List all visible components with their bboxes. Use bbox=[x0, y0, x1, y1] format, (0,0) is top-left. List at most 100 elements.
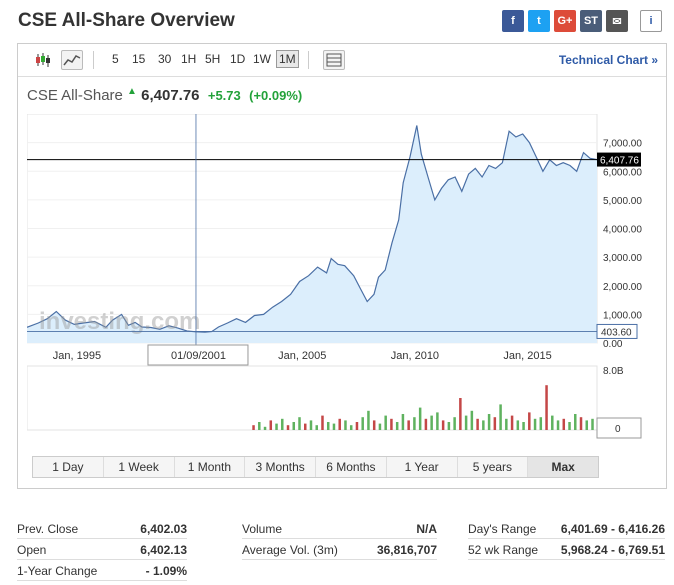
stat-value: 6,402.13 bbox=[140, 543, 187, 557]
info-icon[interactable]: i bbox=[640, 10, 662, 32]
stats-row: Day's Range 6,401.69 - 6,416.26 bbox=[468, 518, 665, 539]
y-tick-label: 4,000.00 bbox=[603, 225, 642, 236]
stats-column: Prev. Close 6,402.03 Open 6,402.13 1-Year Ch… bbox=[17, 518, 187, 581]
stat-value: 36,816,707 bbox=[376, 543, 437, 557]
volume-bar bbox=[436, 412, 439, 430]
volume-bar bbox=[505, 418, 508, 430]
range-1-week[interactable]: 1 Week bbox=[103, 457, 175, 477]
volume-bar bbox=[304, 423, 307, 430]
volume-bar bbox=[522, 422, 525, 430]
stocktwits-icon[interactable]: ST bbox=[580, 10, 602, 32]
timeframe-1h[interactable]: 1H bbox=[181, 52, 197, 66]
twitter-icon[interactable]: t bbox=[528, 10, 550, 32]
stats-column: Volume N/A Average Vol. (3m) 36,816,707 bbox=[242, 518, 437, 560]
range-6-months[interactable]: 6 Months bbox=[316, 457, 387, 477]
volume-bar bbox=[516, 420, 520, 430]
y-tick-label: 5,000.00 bbox=[603, 196, 642, 207]
x-tick-label: Jan, 2010 bbox=[391, 350, 439, 362]
range-1-month[interactable]: 1 Month bbox=[174, 457, 246, 477]
price-chart[interactable]: investing.com 6,407.76 403.600.00 1,000.00 2… bbox=[27, 114, 657, 454]
volume-bar bbox=[344, 420, 347, 430]
range-5-years[interactable]: 5 years bbox=[457, 457, 529, 477]
volume-bar bbox=[372, 420, 376, 430]
chart-panel: 5 15 30 1H 5H 1D 1W 1M Technical Chart »… bbox=[17, 43, 667, 489]
stats-row: 1-Year Change - 1.09% bbox=[17, 560, 187, 581]
volume-bar bbox=[281, 418, 284, 430]
stat-value: 6,402.03 bbox=[140, 522, 187, 536]
volume-bar bbox=[258, 422, 261, 430]
stat-label: Volume bbox=[242, 522, 283, 536]
price-change-percent: (+0.09%) bbox=[249, 88, 303, 103]
y-tick-label: 7,000.00 bbox=[603, 139, 642, 150]
instrument-name: CSE All-Share bbox=[27, 87, 123, 104]
timeframe-1m[interactable]: 1M bbox=[276, 50, 299, 68]
y-tick-label: 2,000.00 bbox=[603, 282, 642, 293]
stat-label: Open bbox=[17, 543, 47, 557]
up-arrow-icon: ▲ bbox=[127, 86, 137, 97]
volume-bar bbox=[355, 422, 359, 430]
social-share-bar: f t G+ ST ✉ i bbox=[502, 10, 662, 32]
price-change: +5.73 bbox=[207, 88, 241, 103]
timeframe-15[interactable]: 15 bbox=[132, 52, 146, 66]
technical-chart-link[interactable]: Technical Chart » bbox=[558, 53, 658, 67]
timeframe-5h[interactable]: 5H bbox=[205, 52, 221, 66]
volume-bar bbox=[562, 418, 566, 430]
current-value-tag bbox=[597, 152, 641, 167]
range-1-year[interactable]: 1 Year bbox=[386, 457, 458, 477]
volume-bar bbox=[447, 422, 451, 430]
last-price: 6,407.76 bbox=[141, 87, 200, 104]
timeframe-30[interactable]: 30 bbox=[158, 52, 172, 66]
y-tick-label: 6,000.00 bbox=[603, 167, 642, 178]
timeframe-5[interactable]: 5 bbox=[112, 52, 119, 66]
volume-value-label: 0 bbox=[615, 424, 621, 435]
range-1-day[interactable]: 1 Day bbox=[33, 457, 104, 477]
volume-bar bbox=[252, 425, 255, 430]
range-max[interactable]: Max bbox=[528, 457, 598, 477]
stat-label: 1-Year Change bbox=[17, 564, 98, 578]
volume-pane bbox=[27, 365, 598, 431]
timeframe-1w[interactable]: 1W bbox=[253, 52, 271, 66]
table-view-icon[interactable] bbox=[323, 50, 345, 70]
crosshair-date-label: 01/09/2001 bbox=[171, 350, 226, 362]
stat-value: N/A bbox=[416, 522, 437, 536]
x-tick-label: Jan, 2015 bbox=[503, 350, 551, 362]
timeframe-1d[interactable]: 1D bbox=[230, 52, 246, 66]
stat-label: Day's Range bbox=[468, 522, 537, 536]
volume-bar bbox=[367, 410, 370, 430]
range-3-months[interactable]: 3 Months bbox=[245, 457, 316, 477]
volume-bar bbox=[413, 417, 416, 430]
x-tick-label: Jan, 1995 bbox=[53, 350, 101, 362]
volume-bar bbox=[292, 422, 296, 430]
volume-bar bbox=[298, 417, 301, 430]
area-chart-icon[interactable] bbox=[61, 50, 83, 70]
crosshair-date-box bbox=[147, 344, 249, 366]
facebook-icon[interactable]: f bbox=[502, 10, 524, 32]
volume-bar bbox=[556, 420, 560, 430]
volume-bar bbox=[326, 422, 330, 430]
stat-label: Prev. Close bbox=[17, 522, 79, 536]
volume-bar bbox=[453, 417, 456, 430]
stats-row: Average Vol. (3m) 36,816,707 bbox=[242, 539, 437, 560]
volume-bar bbox=[579, 417, 583, 430]
email-icon[interactable]: ✉ bbox=[606, 10, 628, 32]
volume-bar bbox=[332, 423, 336, 430]
volume-bar bbox=[430, 415, 433, 430]
stat-label: Average Vol. (3m) bbox=[242, 543, 338, 557]
volume-bar bbox=[321, 415, 324, 430]
volume-bar bbox=[418, 407, 422, 430]
volume-bar bbox=[470, 410, 474, 430]
volume-bar bbox=[585, 420, 589, 430]
candlestick-chart-icon[interactable] bbox=[32, 50, 54, 70]
volume-bar bbox=[545, 385, 548, 430]
stats-row: Open 6,402.13 bbox=[17, 539, 187, 560]
range-selector: 1 Day 1 Week 1 Month 3 Months 6 Months 1 Year… bbox=[32, 456, 599, 478]
volume-bar bbox=[275, 423, 278, 430]
x-tick-label: Jan, 2005 bbox=[278, 350, 326, 362]
stat-value: 5,968.24 - 6,769.51 bbox=[560, 543, 665, 557]
volume-bar bbox=[591, 418, 594, 430]
stat-value: 6,401.69 - 6,416.26 bbox=[560, 522, 665, 536]
volume-bar bbox=[309, 420, 313, 430]
volume-bar bbox=[395, 422, 399, 430]
google-plus-icon[interactable]: G+ bbox=[554, 10, 576, 32]
toolbar-divider bbox=[93, 51, 94, 69]
